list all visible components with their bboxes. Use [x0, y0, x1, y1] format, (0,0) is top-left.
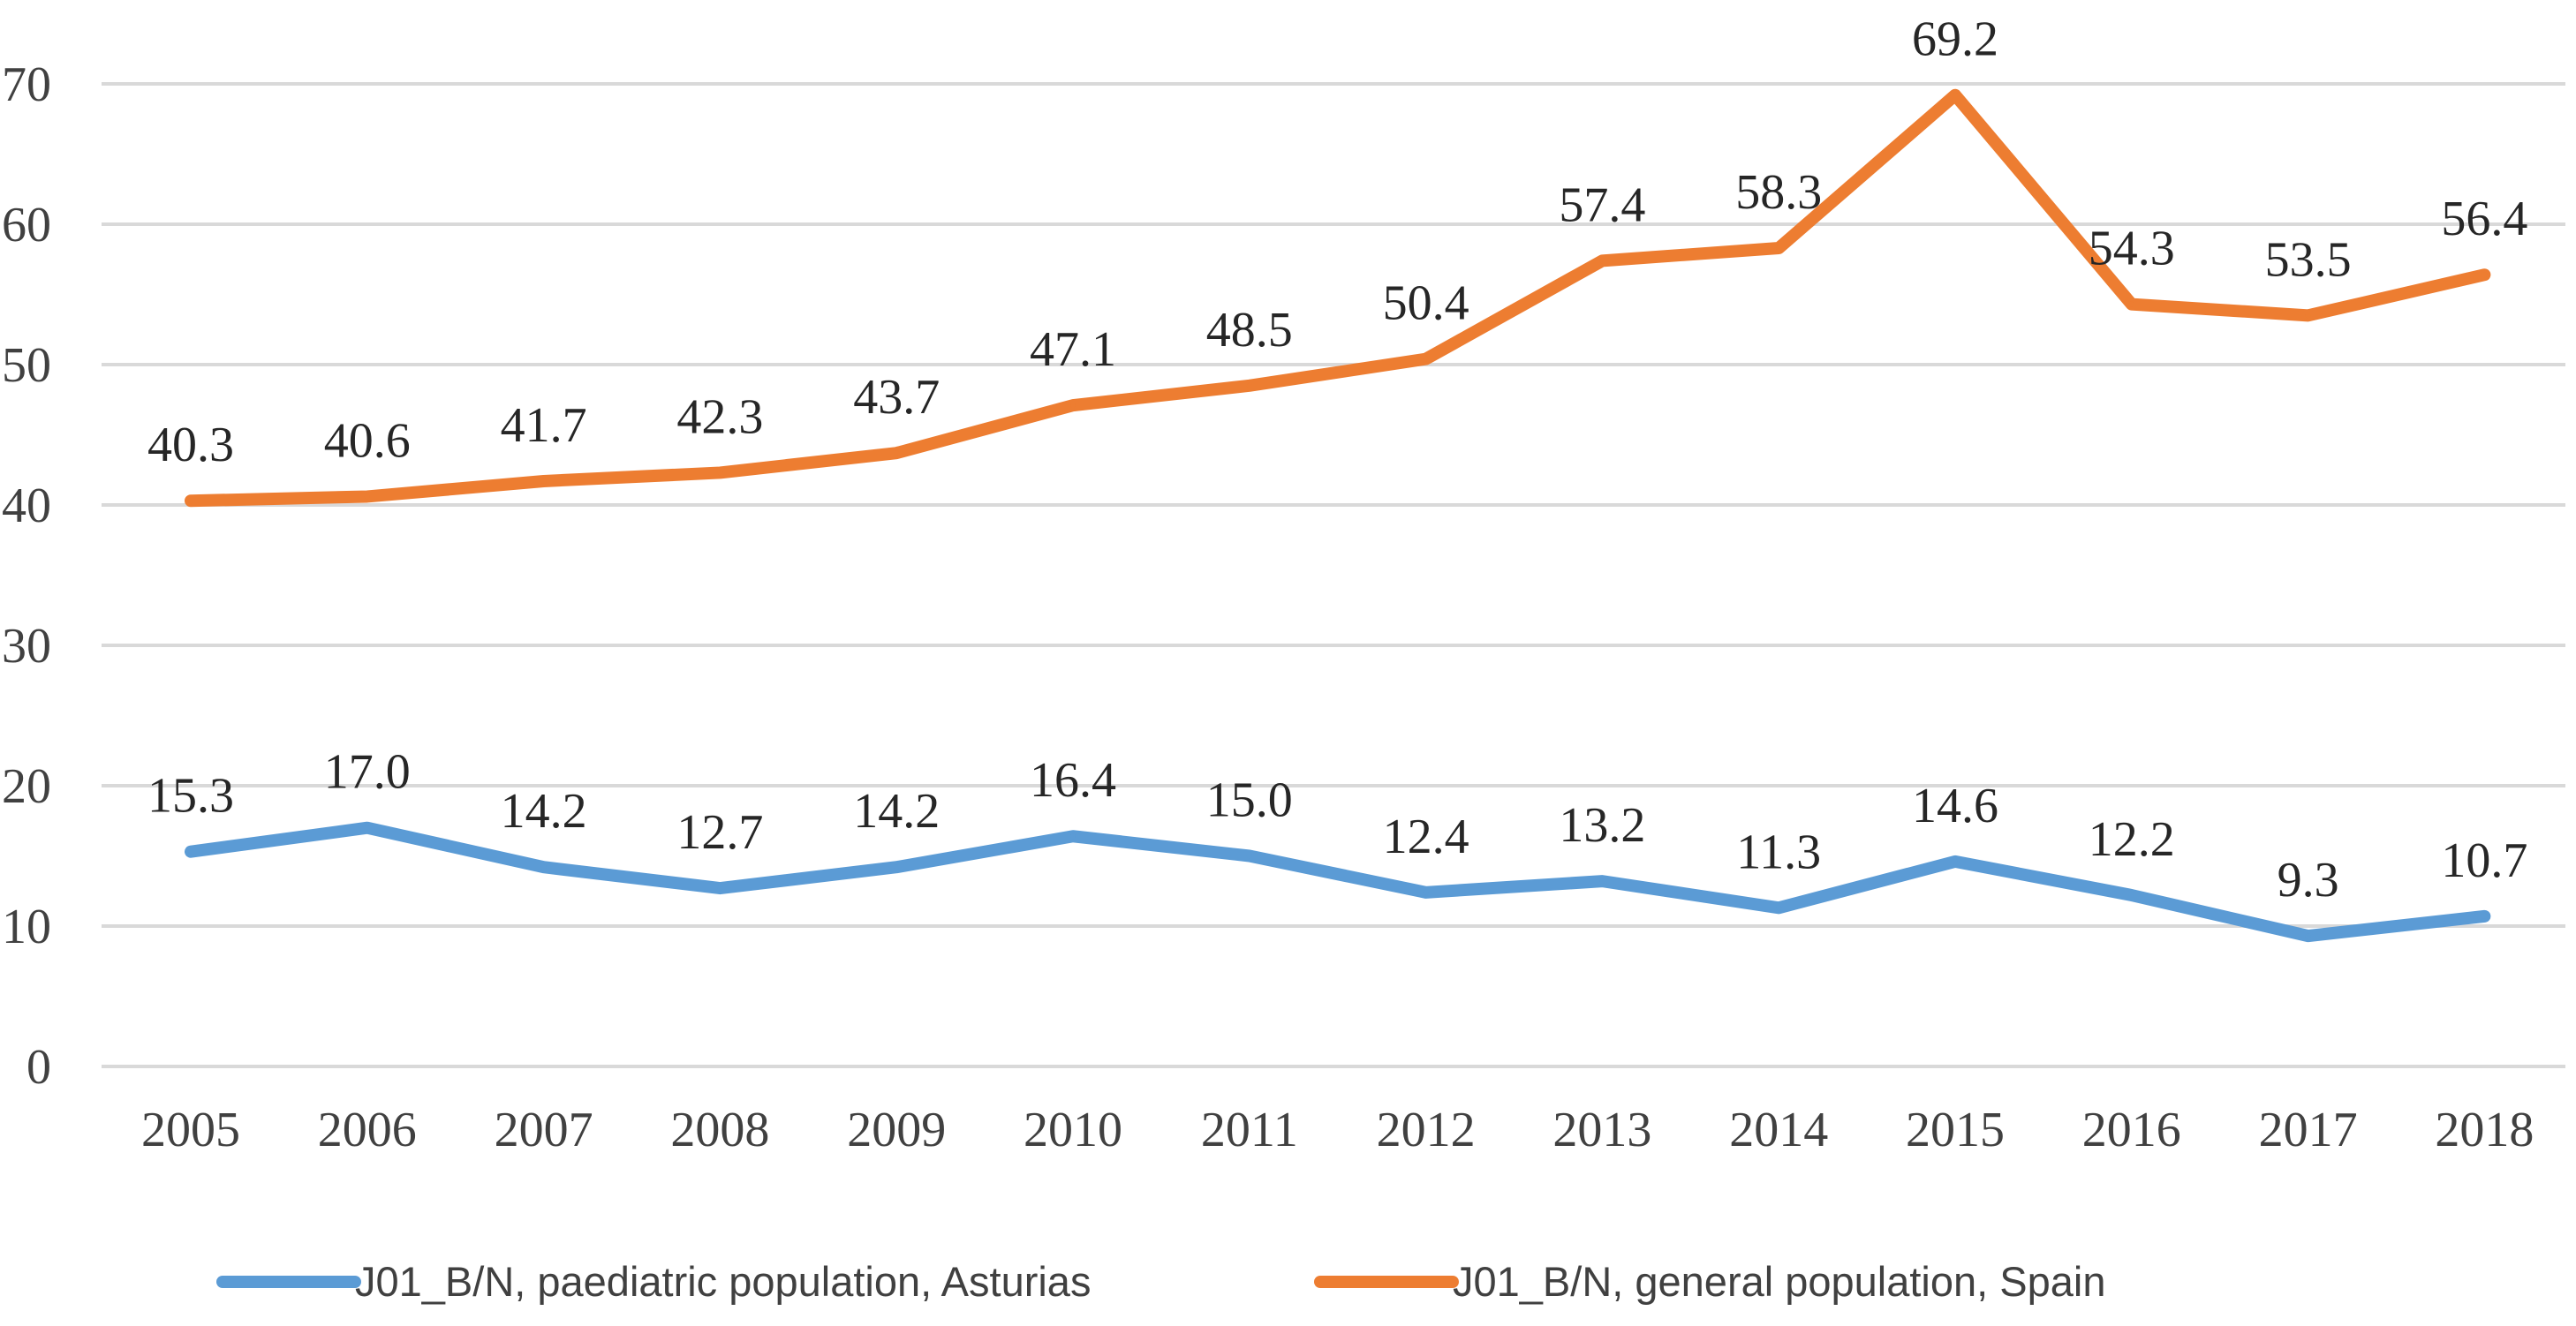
x-tick-label: 2014 [1729, 1103, 1828, 1157]
y-tick-label: 20 [2, 759, 51, 814]
x-tick-label: 2010 [1024, 1103, 1122, 1157]
data-label: 16.4 [1030, 753, 1116, 808]
data-point [1070, 833, 1076, 840]
data-label: 53.5 [2265, 232, 2352, 287]
data-point [894, 450, 900, 456]
data-point [540, 864, 547, 870]
data-point [717, 470, 723, 476]
x-tick-label: 2011 [1201, 1103, 1298, 1157]
data-label: 40.3 [147, 418, 234, 472]
data-point [1423, 356, 1429, 362]
data-label: 9.3 [2278, 853, 2339, 908]
data-label: 40.6 [324, 413, 411, 468]
y-tick-label: 40 [2, 478, 51, 533]
series-line-1 [185, 88, 2491, 508]
y-tick-label: 30 [2, 619, 51, 674]
data-label: 15.3 [147, 769, 234, 824]
x-tick-label: 2017 [2259, 1103, 2358, 1157]
data-label: 48.5 [1206, 303, 1293, 358]
x-tick-label: 2016 [2082, 1103, 2181, 1157]
data-label: 12.2 [2089, 812, 2175, 867]
data-point [1246, 853, 1252, 859]
y-tick-label: 0 [26, 1040, 51, 1095]
data-label: 43.7 [853, 370, 940, 425]
data-point [1599, 878, 1605, 885]
legend-label-0: J01_B/N, paediatric population, Asturias [355, 1258, 1091, 1305]
data-label: 54.3 [2089, 222, 2175, 276]
x-tick-label: 2007 [495, 1103, 593, 1157]
data-point [188, 848, 193, 855]
data-point [1953, 858, 1958, 864]
data-label: 11.3 [1736, 825, 1821, 879]
legend-label-1: J01_B/N, general population, Spain [1453, 1258, 2105, 1305]
data-point [540, 478, 547, 484]
data-point [1776, 905, 1782, 911]
data-point [894, 864, 900, 870]
data-label: 41.7 [501, 398, 587, 453]
data-label: 14.2 [501, 784, 587, 839]
data-label: 47.1 [1030, 322, 1116, 377]
data-point [2482, 913, 2488, 919]
y-tick-label: 10 [2, 900, 51, 954]
data-label: 12.7 [676, 805, 763, 860]
data-label: 50.4 [1383, 276, 1469, 331]
data-point [2128, 893, 2134, 899]
data-label: 10.7 [2441, 833, 2527, 888]
data-point [2128, 301, 2134, 307]
y-tick-label: 60 [2, 198, 51, 252]
data-label: 15.0 [1206, 773, 1293, 828]
data-label: 12.4 [1383, 810, 1469, 864]
data-point [1953, 92, 1958, 98]
data-label: 42.3 [676, 389, 763, 444]
x-tick-label: 2013 [1552, 1103, 1651, 1157]
data-label: 57.4 [1559, 177, 1645, 232]
x-tick-label: 2018 [2435, 1103, 2534, 1157]
y-tick-label: 50 [2, 338, 51, 393]
x-tick-label: 2009 [847, 1103, 946, 1157]
data-point [364, 493, 370, 500]
x-tick-label: 2006 [318, 1103, 417, 1157]
series-lines [185, 88, 2491, 943]
data-point [1776, 245, 1782, 252]
x-tick-label: 2012 [1377, 1103, 1476, 1157]
data-label: 56.4 [2441, 192, 2527, 246]
data-point [717, 885, 723, 892]
data-labels: 15.3 17.0 14.2 12.7 14.2 16.4 15.0 12.4 13.2 11.3… [147, 12, 2527, 908]
data-point [188, 498, 193, 504]
data-label: 13.2 [1559, 798, 1645, 853]
data-label: 58.3 [1735, 165, 1822, 220]
data-point [1070, 403, 1076, 409]
data-point [1423, 889, 1429, 895]
x-tick-label: 2005 [141, 1103, 240, 1157]
legend: J01_B/N, paediatric population, Asturias… [216, 1258, 2105, 1305]
data-point [2305, 313, 2311, 319]
data-point [1246, 382, 1252, 388]
x-axis: 2005 2006 2007 2008 2009 2010 2011 2012 2013 2014… [141, 1103, 2534, 1157]
data-point [1599, 258, 1605, 264]
data-label: 14.6 [1912, 779, 1998, 833]
x-tick-label: 2015 [1906, 1103, 2005, 1157]
data-point [2305, 933, 2311, 939]
data-label: 14.2 [853, 784, 940, 839]
data-point [364, 825, 370, 831]
data-label: 17.0 [324, 745, 411, 800]
gridlines [102, 82, 2565, 1068]
data-label: 69.2 [1912, 12, 1998, 67]
series-line-0 [185, 821, 2491, 943]
x-tick-label: 2008 [670, 1103, 769, 1157]
y-tick-label: 70 [2, 57, 51, 112]
y-axis: 0 10 20 30 40 50 60 70 [2, 57, 51, 1095]
data-point [2482, 272, 2488, 278]
